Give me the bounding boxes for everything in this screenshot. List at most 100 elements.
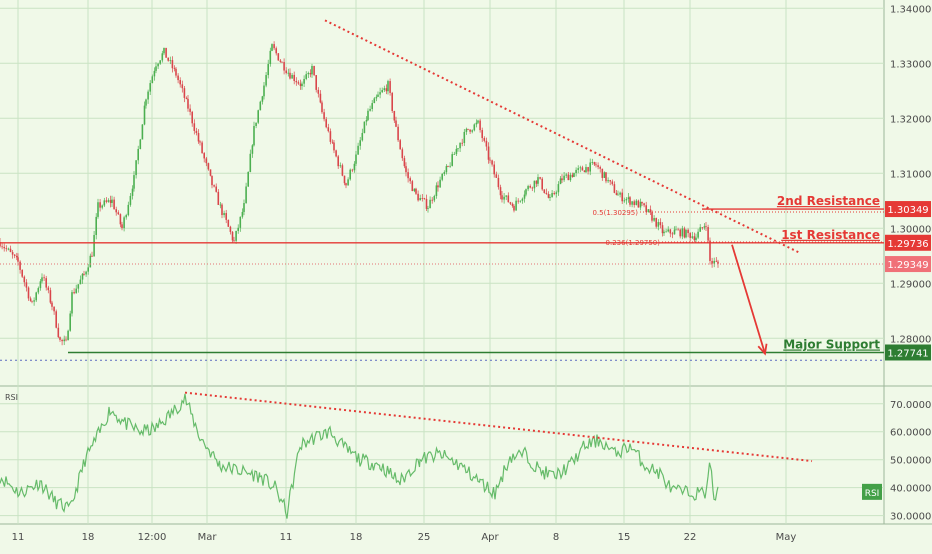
candle-down [195, 130, 198, 134]
candle-down [687, 229, 689, 234]
candle-down [299, 83, 302, 87]
time-tick-label: 18 [82, 532, 95, 543]
candle-down [183, 88, 186, 98]
candle-down [621, 192, 623, 202]
candle-down [47, 287, 50, 291]
candle-up [269, 50, 272, 65]
candle-up [243, 203, 245, 212]
candle-up [625, 198, 628, 201]
candle-down [701, 227, 704, 229]
candle-down [641, 201, 643, 204]
candle-down [283, 62, 285, 71]
candle-down [531, 187, 534, 189]
candle-down [467, 128, 469, 130]
candle-down [391, 92, 393, 112]
candle-down [501, 195, 503, 200]
candle-down [397, 126, 399, 141]
candle-down [281, 61, 283, 63]
candle-down [317, 89, 320, 94]
candle-down [185, 97, 188, 99]
candle-up [97, 202, 99, 217]
candle-up [427, 208, 429, 210]
candle-up [681, 228, 684, 237]
candle-down [587, 167, 589, 172]
candle-down [295, 80, 298, 83]
candle-down [717, 261, 719, 264]
candle-down [335, 150, 337, 157]
candle-down [511, 203, 514, 207]
candle-up [697, 231, 699, 238]
candle-down [29, 298, 32, 301]
level-price-badge-3 [885, 344, 931, 361]
candle-down [395, 120, 397, 127]
candle-up [451, 154, 453, 166]
candle-down [215, 186, 217, 192]
candle-up [657, 222, 660, 227]
candle-down [629, 197, 631, 205]
candle-down [411, 181, 414, 192]
candle-down [119, 214, 122, 225]
candle-up [259, 101, 262, 111]
candle-down [343, 175, 346, 184]
candle-down [597, 165, 599, 168]
candle-down [495, 174, 498, 178]
candle-down [683, 228, 686, 238]
candle-up [103, 200, 106, 206]
candle-down [345, 183, 347, 186]
candle-down [593, 162, 596, 165]
candle-up [463, 131, 466, 144]
price-trendline [324, 19, 801, 254]
level-label-2: 1st Resistance [781, 228, 880, 242]
candle-down [329, 131, 332, 142]
candle-down [327, 127, 330, 132]
candle-up [247, 171, 249, 187]
candle-up [33, 300, 35, 302]
candle-up [69, 313, 71, 331]
candle-up [235, 230, 237, 241]
candle-up [37, 288, 40, 293]
price-tick-label: 1.28000 [890, 334, 931, 345]
candle-down [341, 165, 344, 176]
candle-up [563, 175, 565, 181]
candle-down [547, 194, 550, 198]
time-tick-label: 18 [350, 532, 363, 543]
candle-up [301, 83, 303, 87]
candle-up [589, 162, 591, 172]
candle-up [699, 227, 701, 232]
candle-down [13, 254, 16, 256]
candle-down [115, 209, 117, 213]
candle-down [199, 141, 201, 143]
candle-up [307, 72, 310, 75]
rsi-tick-label: 70.0000 [890, 400, 931, 411]
candle-down [651, 212, 653, 221]
candle-down [393, 111, 396, 121]
candle-down [659, 222, 662, 226]
candle-down [539, 177, 541, 179]
candle-down [313, 65, 315, 76]
candle-up [465, 128, 468, 132]
level-price-badge-2 [885, 234, 931, 251]
candle-up [713, 260, 715, 264]
candle-down [415, 188, 417, 194]
candle-down [309, 72, 312, 75]
candle-down [5, 248, 8, 250]
candle-down [99, 202, 101, 208]
rsi-tick-label: 40.0000 [890, 484, 931, 495]
candle-up [311, 65, 313, 75]
candle-up [41, 277, 43, 282]
candle-down [201, 142, 203, 154]
candle-up [577, 168, 579, 170]
rsi-tick-label: 50.0000 [890, 456, 931, 467]
forecast-arrow-shaft [731, 244, 766, 354]
candle-up [685, 229, 687, 238]
candle-up [63, 339, 65, 342]
candle-down [677, 229, 679, 231]
candle-down [193, 123, 196, 131]
price-tick-label: 1.34000 [890, 4, 931, 15]
candle-up [475, 122, 478, 125]
candle-up [35, 292, 37, 301]
candle-up [627, 197, 630, 199]
candle-up [149, 83, 151, 92]
candle-down [669, 229, 672, 234]
candle-down [417, 193, 419, 201]
